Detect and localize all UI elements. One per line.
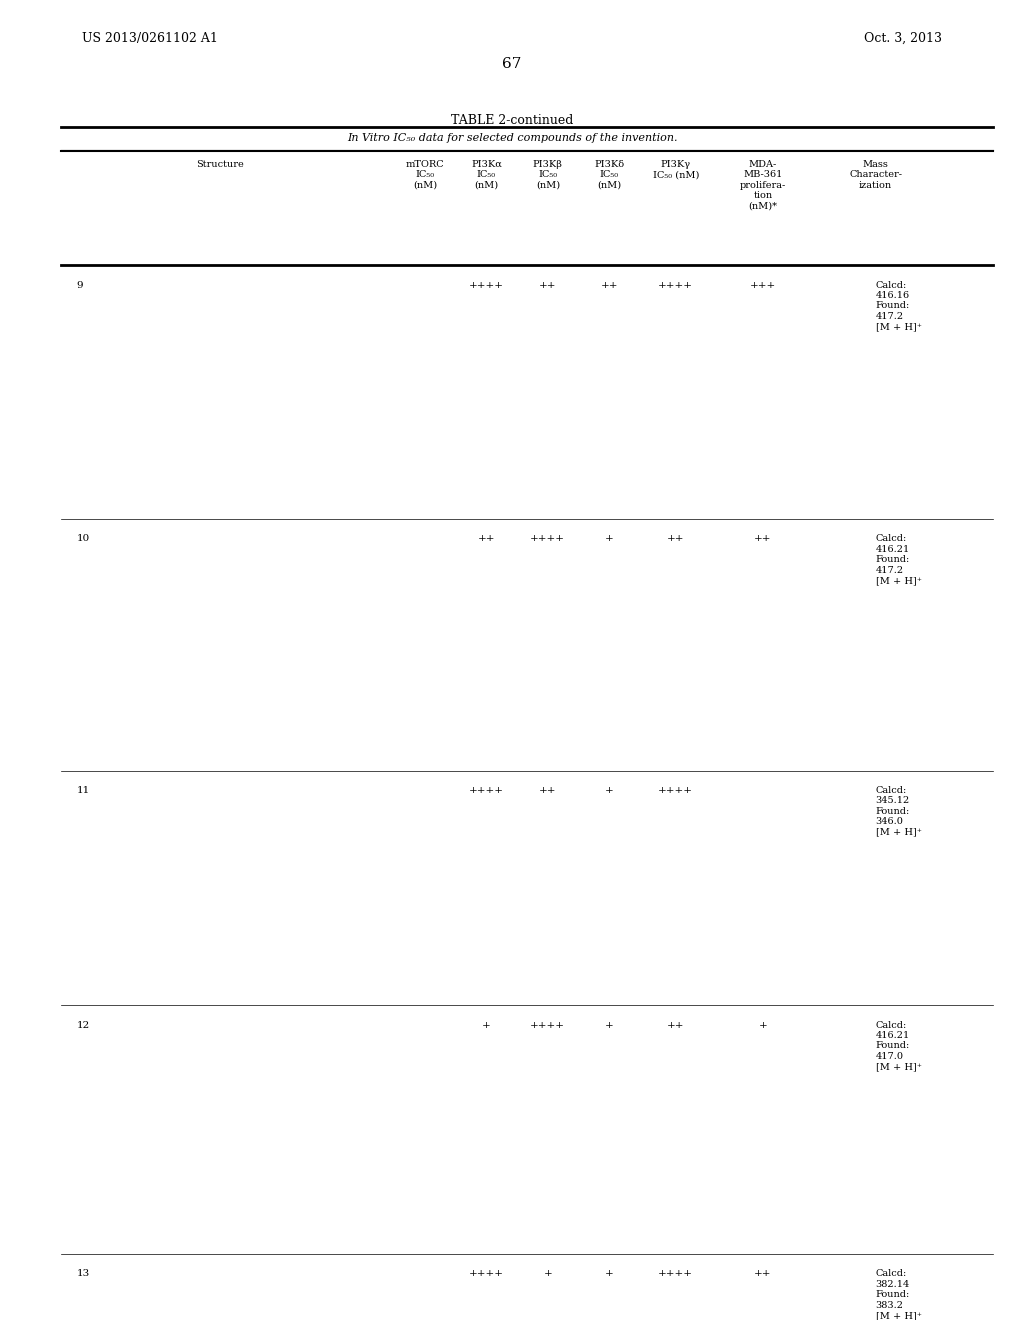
Text: 11: 11 [77, 785, 90, 795]
Text: Calcd:
416.16
Found:
417.2
[M + H]⁺: Calcd: 416.16 Found: 417.2 [M + H]⁺ [876, 281, 922, 331]
Text: Structure: Structure [197, 160, 244, 169]
Text: ++: ++ [600, 281, 618, 289]
Text: Calcd:
382.14
Found:
383.2
[M + H]⁺: Calcd: 382.14 Found: 383.2 [M + H]⁺ [876, 1270, 922, 1320]
Text: ++++: ++++ [658, 281, 693, 289]
Text: +++: +++ [750, 281, 776, 289]
Bar [82, 525, 410, 764]
Text: PI3Kγ
IC₅₀ (nM): PI3Kγ IC₅₀ (nM) [652, 160, 699, 180]
Text: ++: ++ [539, 281, 557, 289]
Text: ++++: ++++ [658, 1270, 693, 1278]
Text: +: + [605, 1270, 613, 1278]
Text: +: + [605, 785, 613, 795]
Bar [82, 272, 410, 513]
Bar [82, 1261, 410, 1320]
Text: mTORC
IC₅₀
(nM): mTORC IC₅₀ (nM) [406, 160, 444, 190]
Text: ++: ++ [754, 535, 772, 544]
Text: ++++: ++++ [469, 785, 504, 795]
Text: ++++: ++++ [469, 1270, 504, 1278]
Text: ++++: ++++ [530, 1020, 565, 1030]
Text: Calcd:
345.12
Found:
346.0
[M + H]⁺: Calcd: 345.12 Found: 346.0 [M + H]⁺ [876, 785, 922, 837]
Text: Calcd:
416.21
Found:
417.0
[M + H]⁺: Calcd: 416.21 Found: 417.0 [M + H]⁺ [876, 1020, 922, 1072]
Text: ++: ++ [667, 535, 685, 544]
Text: MDA-
MB-361
prolifera-
tion
(nM)*: MDA- MB-361 prolifera- tion (nM)* [739, 160, 786, 211]
Text: US 2013/0261102 A1: US 2013/0261102 A1 [82, 32, 218, 45]
Text: 13: 13 [77, 1270, 90, 1278]
Text: 10: 10 [77, 535, 90, 544]
Bar [82, 1011, 410, 1247]
Text: 12: 12 [77, 1020, 90, 1030]
Bar [82, 777, 410, 999]
Text: ++++: ++++ [469, 281, 504, 289]
Text: 9: 9 [77, 281, 83, 289]
Text: ++: ++ [754, 1270, 772, 1278]
Text: ++: ++ [477, 535, 496, 544]
Text: Mass
Character-
ization: Mass Character- ization [849, 160, 902, 190]
Text: In Vitro IC₅₀ data for selected compounds of the invention.: In Vitro IC₅₀ data for selected compound… [347, 133, 677, 144]
Text: +: + [759, 1020, 767, 1030]
Text: ++++: ++++ [658, 785, 693, 795]
Text: PI3Kβ
IC₅₀
(nM): PI3Kβ IC₅₀ (nM) [532, 160, 563, 190]
Text: Oct. 3, 2013: Oct. 3, 2013 [864, 32, 942, 45]
Text: +: + [482, 1020, 490, 1030]
Text: ++: ++ [667, 1020, 685, 1030]
Text: ++: ++ [539, 785, 557, 795]
Text: ++++: ++++ [530, 535, 565, 544]
Text: TABLE 2-continued: TABLE 2-continued [451, 115, 573, 127]
Text: PI3Kδ
IC₅₀
(nM): PI3Kδ IC₅₀ (nM) [594, 160, 625, 190]
Text: 67: 67 [503, 57, 521, 71]
Text: +: + [605, 1020, 613, 1030]
Text: +: + [544, 1270, 552, 1278]
Text: Calcd:
416.21
Found:
417.2
[M + H]⁺: Calcd: 416.21 Found: 417.2 [M + H]⁺ [876, 535, 922, 585]
Text: +: + [605, 535, 613, 544]
Text: PI3Kα
IC₅₀
(nM): PI3Kα IC₅₀ (nM) [471, 160, 502, 190]
